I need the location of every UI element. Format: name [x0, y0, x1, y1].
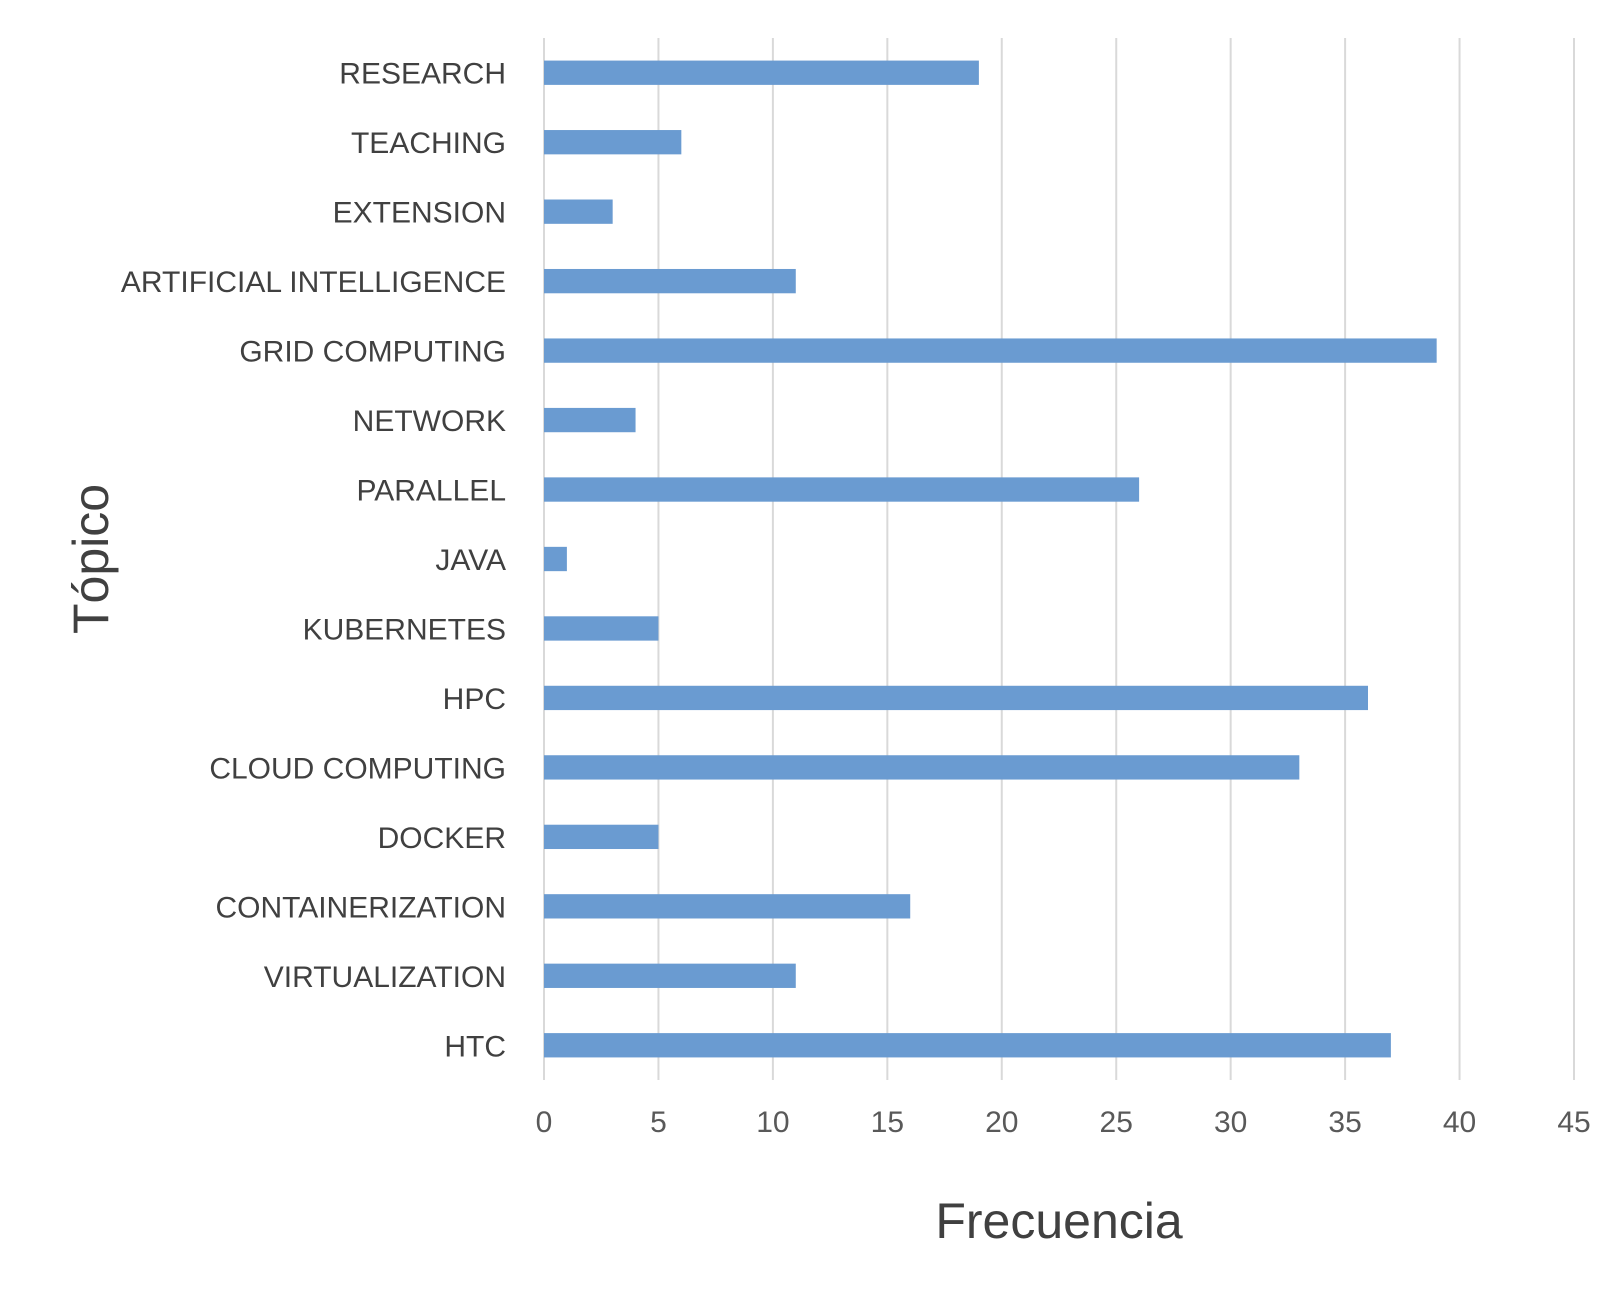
category-label: RESEARCH — [339, 58, 506, 91]
x-tick-label: 30 — [1214, 1106, 1247, 1139]
x-tick-label: 5 — [650, 1106, 667, 1139]
bar — [544, 685, 1368, 711]
bar — [544, 755, 1300, 780]
category-label: EXTENSION — [333, 197, 506, 230]
category-label: DOCKER — [378, 822, 506, 855]
category-label: HTC — [444, 1030, 506, 1063]
category-label: PARALLEL — [356, 475, 506, 508]
x-tick-labels: 0 5 10 15 20 25 30 35 40 45 — [536, 1106, 1591, 1139]
category-label: TEACHING — [351, 127, 506, 160]
category-label: ARTIFICIAL INTELLIGENCE — [121, 266, 506, 299]
category-labels: RESEARCH TEACHING EXTENSION ARTIFICIAL INTE… — [121, 58, 506, 1064]
x-tick-label: 10 — [756, 1106, 789, 1139]
bar — [544, 60, 979, 85]
x-tick-label: 25 — [1100, 1106, 1133, 1139]
bar — [544, 268, 796, 294]
x-tick-label: 40 — [1443, 1106, 1476, 1139]
bars — [544, 60, 1437, 1058]
bar — [544, 199, 613, 224]
bar — [544, 963, 796, 988]
bar — [544, 616, 659, 641]
category-label: HPC — [443, 683, 506, 716]
x-tick-label: 0 — [536, 1106, 553, 1139]
bar — [544, 546, 567, 572]
bar — [544, 894, 911, 919]
category-label: JAVA — [435, 544, 506, 577]
category-label: CONTAINERIZATION — [215, 891, 506, 924]
category-label: KUBERNETES — [303, 613, 506, 646]
bar — [544, 824, 659, 850]
bar — [544, 1033, 1391, 1058]
bar — [544, 338, 1437, 363]
category-label: VIRTUALIZATION — [264, 961, 506, 994]
x-tick-label: 45 — [1557, 1106, 1590, 1139]
x-tick-label: 35 — [1328, 1106, 1361, 1139]
x-tick-label: 15 — [871, 1106, 904, 1139]
bar — [544, 130, 682, 155]
x-axis-title: Frecuencia — [935, 1193, 1183, 1249]
y-axis-title: Tópico — [63, 484, 119, 634]
x-tick-label: 20 — [985, 1106, 1018, 1139]
bar — [544, 407, 636, 433]
gridlines — [543, 38, 1575, 1080]
category-label: GRID COMPUTING — [239, 336, 506, 369]
category-label: NETWORK — [353, 405, 506, 438]
bar — [544, 477, 1140, 502]
category-label: CLOUD COMPUTING — [209, 752, 506, 785]
